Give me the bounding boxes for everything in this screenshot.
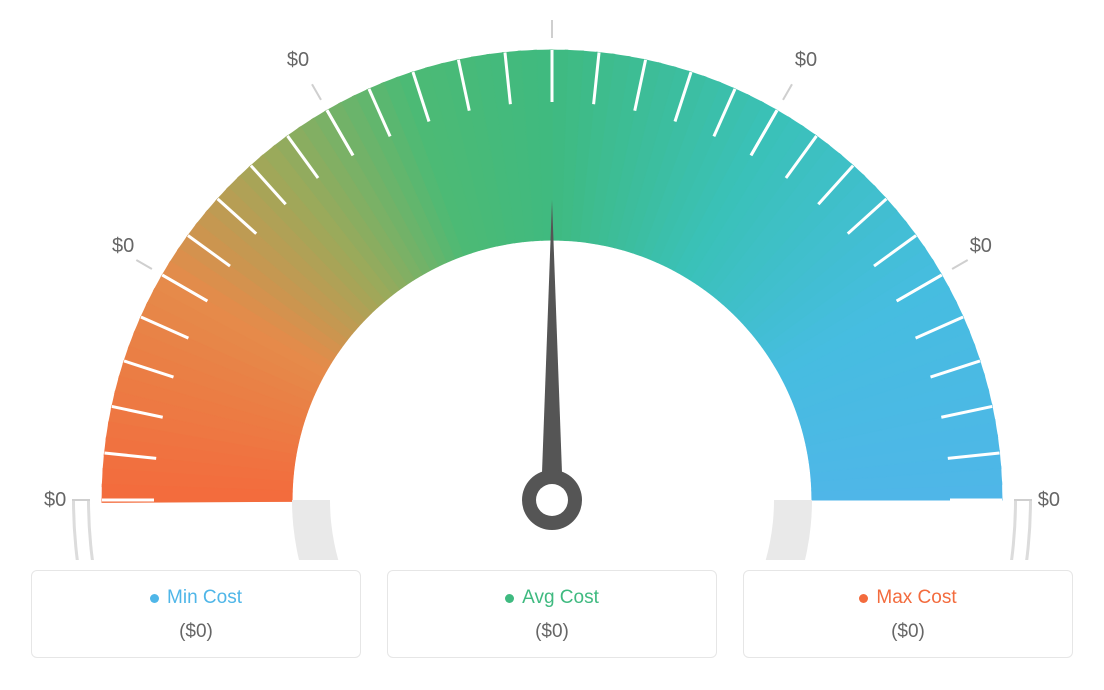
legend-text-max: Max Cost <box>876 587 956 609</box>
gauge-tick-label: $0 <box>112 235 134 257</box>
legend-text-avg: Avg Cost <box>522 587 599 609</box>
legend-card-max: Max Cost ($0) <box>743 570 1073 658</box>
legend-card-min: Min Cost ($0) <box>31 570 361 658</box>
gauge-tick-label: $0 <box>795 49 817 71</box>
legend-value-avg: ($0) <box>398 621 706 643</box>
legend-label-min: Min Cost <box>150 587 242 609</box>
legend-label-avg: Avg Cost <box>505 587 599 609</box>
gauge-chart: $0 $0 $0 $0 $0 $0 $0 <box>0 0 1104 560</box>
gauge-tick-label: $0 <box>287 49 309 71</box>
gauge-hub-hole <box>536 484 568 516</box>
legend-dot-min <box>150 594 159 603</box>
legend-value-min: ($0) <box>42 621 350 643</box>
gauge-tick-label: $0 <box>44 489 66 511</box>
gauge-tick-label: $0 <box>1038 489 1060 511</box>
gauge-needle <box>541 200 563 500</box>
legend-row: Min Cost ($0) Avg Cost ($0) Max Cost ($0… <box>0 570 1104 658</box>
gauge-svg: $0 $0 $0 $0 $0 $0 $0 <box>0 0 1104 560</box>
legend-card-avg: Avg Cost ($0) <box>387 570 717 658</box>
gauge-tick-label: $0 <box>970 235 992 257</box>
legend-text-min: Min Cost <box>167 587 242 609</box>
legend-dot-avg <box>505 594 514 603</box>
gauge-tick-label: $0 <box>541 0 563 3</box>
legend-value-max: ($0) <box>754 621 1062 643</box>
legend-dot-max <box>859 594 868 603</box>
legend-label-max: Max Cost <box>859 587 956 609</box>
